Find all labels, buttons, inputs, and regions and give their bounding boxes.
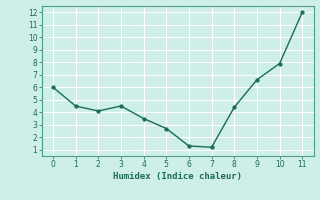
X-axis label: Humidex (Indice chaleur): Humidex (Indice chaleur) [113, 172, 242, 181]
